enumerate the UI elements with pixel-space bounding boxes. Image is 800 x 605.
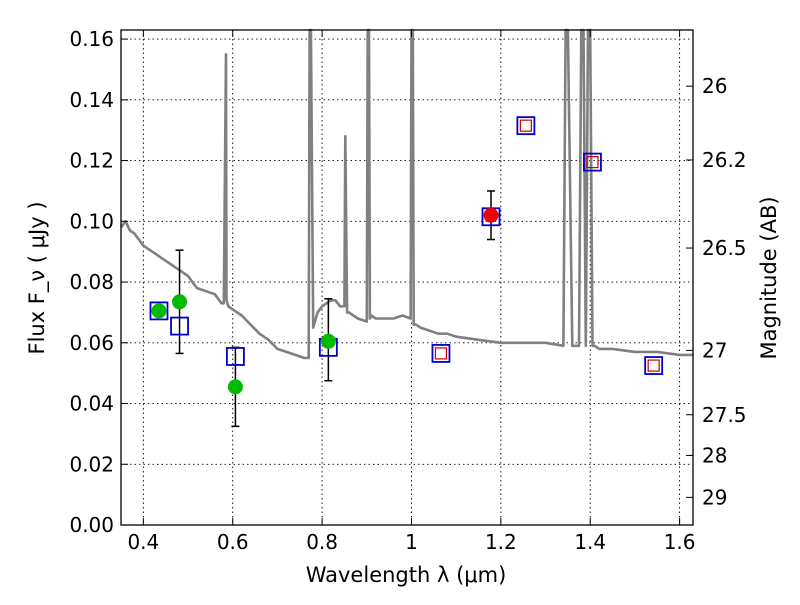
magnitude-tick-label: 26 — [702, 74, 727, 98]
x-tick-label: 0.6 — [217, 530, 249, 554]
magnitude-tick-label: 27 — [702, 338, 727, 362]
detection-point — [151, 303, 167, 319]
magnitude-tick-label: 27.5 — [702, 403, 747, 427]
photometry-square — [225, 347, 245, 366]
x-tick-label: 0.4 — [127, 530, 159, 554]
spectrum-line — [119, 28, 693, 360]
limit-square — [647, 359, 660, 372]
detection-point — [172, 294, 188, 310]
magnitude-tick-label: 26.2 — [702, 148, 747, 172]
y-tick-label: 0.06 — [69, 331, 114, 355]
marker-layer — [149, 116, 664, 395]
magnitude-tick-label: 28 — [702, 443, 727, 467]
y-tick-label: 0.02 — [69, 452, 114, 476]
photometry-square — [583, 152, 602, 172]
y-tick-label: 0.14 — [69, 88, 114, 112]
detection-point — [483, 207, 499, 223]
y-tick-label: 0.16 — [69, 27, 114, 51]
magnitude-tick-label: 26.5 — [702, 236, 747, 260]
photometry-square — [431, 344, 451, 363]
limit-square — [519, 119, 532, 132]
y-tick-label: 0.08 — [69, 270, 114, 294]
detection-point — [320, 333, 336, 349]
detection-point — [227, 379, 243, 395]
x-tick-label: 1 — [405, 530, 418, 554]
plot-frame — [120, 29, 694, 526]
y-tick-label: 0.10 — [69, 209, 114, 233]
y-axis-ticks: 0.00 0.02 0.04 0.06 0.08 0.10 0.12 0.14 0.16 — [69, 27, 128, 537]
spectrum-layer — [119, 28, 693, 360]
photometry-square — [644, 356, 664, 375]
y-axis-title: Flux F_ν ( μJy ) — [25, 201, 50, 354]
magnitude-tick-label: 29 — [702, 485, 727, 509]
magnitude-axis-ticks: 26 26.2 26.5 27 27.5 28 29 — [686, 74, 747, 509]
x-tick-label: 1.4 — [574, 530, 606, 554]
limit-square — [586, 156, 599, 169]
x-axis-title: Wavelength λ (μm) — [306, 563, 507, 587]
photometry-square — [516, 116, 536, 136]
y-tick-label: 0.04 — [69, 392, 114, 416]
y-tick-label: 0.12 — [69, 149, 114, 173]
x-tick-label: 1.6 — [664, 530, 696, 554]
x-tick-label: 0.8 — [306, 530, 338, 554]
x-tick-label: 1.2 — [485, 530, 517, 554]
magnitude-axis-title: Magnitude (AB) — [757, 196, 781, 359]
limit-square — [434, 347, 448, 360]
x-axis-ticks: 0.4 0.6 0.8 1 1.2 1.4 1.6 — [127, 30, 696, 554]
photometry-square — [149, 301, 169, 321]
photometry-square — [170, 316, 189, 336]
grid-layer — [121, 30, 693, 526]
y-tick-label: 0.00 — [69, 513, 114, 537]
